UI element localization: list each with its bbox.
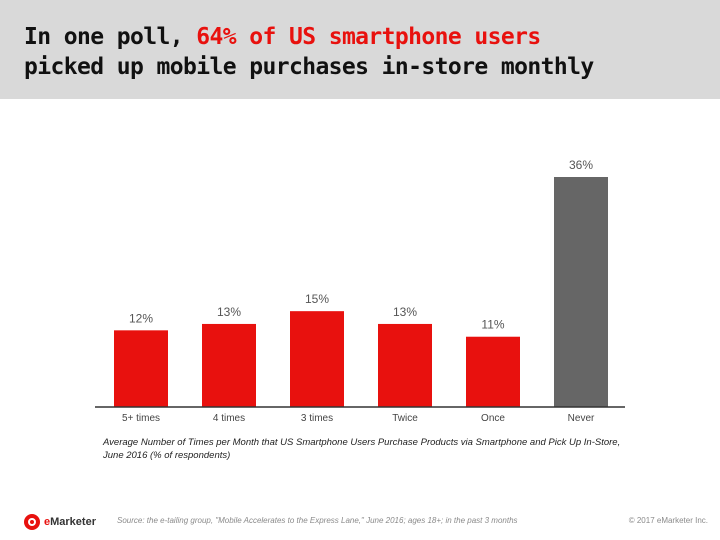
bar-3 <box>378 323 432 407</box>
x-tick-label-1: 4 times <box>213 413 245 424</box>
chart-caption: Average Number of Times per Month that U… <box>103 437 621 461</box>
emarketer-logo: eMarketer <box>24 513 96 531</box>
bar-1 <box>202 323 256 407</box>
logo-mark-icon <box>24 514 40 530</box>
title-line-2: picked up mobile purchases in-store mont… <box>24 54 594 80</box>
x-tick-label-0: 5+ times <box>122 413 160 424</box>
logo-text: eMarketer <box>44 516 96 528</box>
x-tick-label-5: Never <box>568 413 595 424</box>
data-label-5: 36% <box>569 158 593 172</box>
bar-4 <box>466 336 520 407</box>
source-note: Source: the e-tailing group, "Mobile Acc… <box>117 516 518 525</box>
title-prefix: In one poll, <box>24 24 197 50</box>
data-label-4: 11% <box>481 318 504 332</box>
title-banner: In one poll, 64% of US smartphone users … <box>0 0 720 99</box>
x-tick-label-2: 3 times <box>301 413 333 424</box>
bar-2 <box>290 311 344 407</box>
bar-0 <box>114 330 168 407</box>
copyright-notice: © 2017 eMarketer Inc. <box>628 516 708 525</box>
data-label-1: 13% <box>217 305 241 319</box>
data-label-3: 13% <box>393 305 417 319</box>
x-tick-label-3: Twice <box>392 413 418 424</box>
bar-chart: 12% 5+ times 13% 4 times 15% 3 times 13% Twice 1… <box>95 158 625 424</box>
data-label-2: 15% <box>305 292 329 306</box>
page-title: In one poll, 64% of US smartphone users … <box>24 22 704 82</box>
title-highlight: 64% of US smartphone users <box>196 24 541 50</box>
bar-5 <box>554 177 608 407</box>
x-tick-label-4: Once <box>481 413 505 424</box>
data-label-0: 12% <box>129 311 153 325</box>
